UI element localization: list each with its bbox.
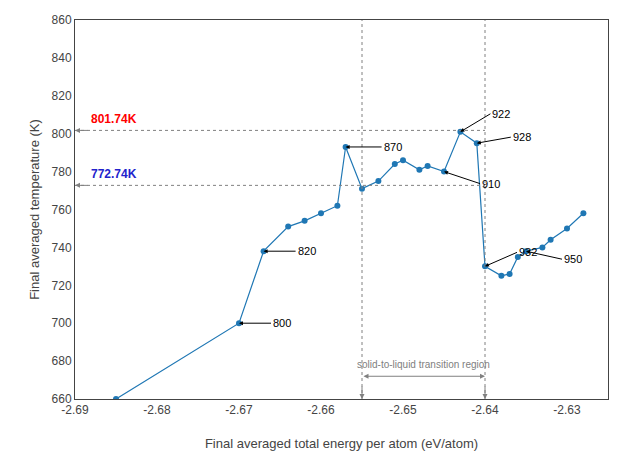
- svg-text:-2.68: -2.68: [143, 403, 171, 417]
- svg-text:-2.65: -2.65: [389, 403, 417, 417]
- svg-text:solid-to-liquid transition reg: solid-to-liquid transition region: [357, 359, 490, 370]
- svg-text:Final averaged temperature (K): Final averaged temperature (K): [27, 119, 42, 300]
- svg-text:860: 860: [52, 13, 72, 27]
- svg-text:-2.67: -2.67: [225, 403, 253, 417]
- svg-text:-2.63: -2.63: [553, 403, 581, 417]
- svg-text:720: 720: [52, 279, 72, 293]
- svg-text:820: 820: [52, 89, 72, 103]
- svg-text:922: 922: [492, 108, 510, 120]
- svg-text:780: 780: [52, 165, 72, 179]
- svg-text:820: 820: [298, 245, 316, 257]
- svg-text:870: 870: [384, 141, 402, 153]
- svg-text:700: 700: [52, 316, 72, 330]
- svg-text:772.74K: 772.74K: [91, 167, 137, 181]
- svg-text:-2.64: -2.64: [471, 403, 499, 417]
- svg-text:800: 800: [273, 317, 291, 329]
- svg-text:760: 760: [52, 203, 72, 217]
- svg-text:740: 740: [52, 241, 72, 255]
- svg-text:928: 928: [513, 131, 531, 143]
- svg-text:801.74K: 801.74K: [91, 112, 137, 126]
- svg-text:-2.69: -2.69: [61, 403, 89, 417]
- svg-text:-2.66: -2.66: [307, 403, 335, 417]
- svg-text:800: 800: [52, 127, 72, 141]
- svg-text:840: 840: [52, 51, 72, 65]
- svg-text:Final averaged total energy pe: Final averaged total energy per atom (eV…: [205, 436, 478, 451]
- svg-text:950: 950: [564, 253, 582, 265]
- svg-text:932: 932: [519, 246, 537, 258]
- svg-text:680: 680: [52, 354, 72, 368]
- svg-text:660: 660: [52, 392, 72, 406]
- svg-text:910: 910: [482, 178, 500, 190]
